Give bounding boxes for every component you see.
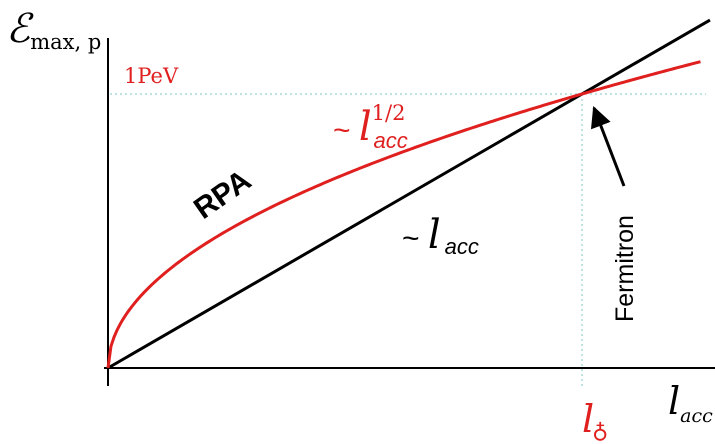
intersection-tick-label: l♁	[582, 397, 608, 444]
fermitron-annotation: Fermitron	[611, 215, 639, 322]
x-axis-label: lacc	[668, 379, 713, 427]
linear-series-label: ~ l acc	[402, 212, 479, 259]
y-axis-label: ℰmax, p	[6, 6, 101, 54]
sqrt-series-label: ~ l1/2 acc	[333, 101, 408, 153]
sqrt-series-line	[106, 60, 701, 369]
fermitron-arrow	[590, 106, 626, 187]
pev-label: 1PeV	[124, 64, 179, 88]
linear-series-line	[107, 18, 711, 370]
rpa-annotation: RPA	[188, 164, 257, 226]
